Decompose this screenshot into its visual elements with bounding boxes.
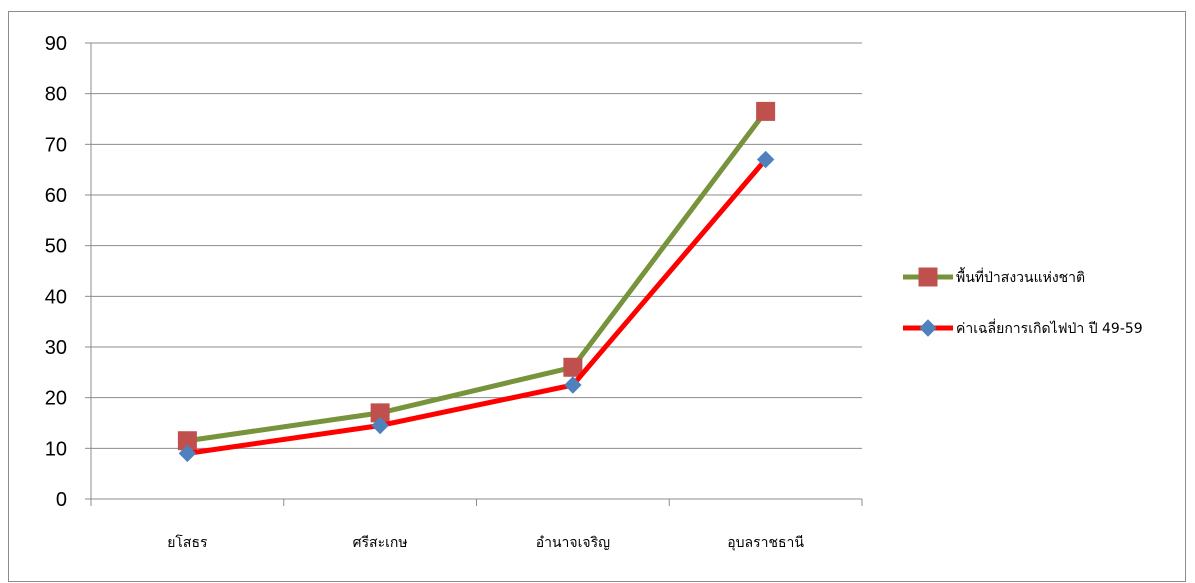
series-1	[178, 150, 775, 463]
y-tick-label: 60	[45, 185, 67, 207]
y-tick-label: 0	[56, 489, 67, 511]
legend-label: ค่าเฉลี่ยการเกิดไฟป่า ปี 49-59	[956, 319, 1143, 337]
y-tick-labels: 0 10 20 30 40 50 60 70 80 90	[45, 33, 67, 511]
data-point	[563, 357, 583, 377]
axes	[85, 42, 863, 506]
data-point	[371, 416, 389, 435]
y-tick-label: 70	[45, 134, 67, 156]
legend-entry: ค่าเฉลี่ยการเกิดไฟป่า ปี 49-59	[903, 319, 1143, 337]
x-tick-labels: ยโสธร ศรีสะเกษ อำนาจเจริญ อุบลราชธานี	[167, 534, 804, 551]
y-tick-label: 20	[45, 388, 67, 410]
data-point	[756, 101, 776, 121]
series-line	[184, 157, 769, 456]
legend-entry: พื้นที่ป่าสงวนแห่งชาติ	[903, 267, 1085, 287]
y-tick-label: 80	[45, 84, 67, 106]
y-tick-label: 10	[45, 438, 67, 460]
x-tick-label: อำนาจเจริญ	[536, 535, 610, 551]
y-tick-label: 50	[45, 236, 67, 258]
x-tick-label: ศรีสะเกษ	[353, 535, 408, 551]
legend-swatch-marker	[919, 319, 937, 337]
data-point	[756, 150, 775, 169]
legend-swatch-marker	[918, 267, 938, 287]
series	[177, 101, 776, 463]
legend-label: พื้นที่ป่าสงวนแห่งชาติ	[956, 267, 1085, 286]
legend: พื้นที่ป่าสงวนแห่งชาติค่าเฉลี่ยการเกิดไฟ…	[903, 267, 1143, 337]
x-tick-label: อุบลราชธานี	[727, 535, 804, 551]
y-tick-label: 30	[45, 337, 67, 359]
x-tick-label: ยโสธร	[167, 534, 208, 551]
series-0	[177, 101, 776, 451]
y-tick-label: 40	[45, 286, 67, 308]
data-point	[178, 444, 197, 463]
y-tick-label: 90	[45, 33, 67, 55]
data-point	[564, 376, 582, 394]
series-line	[184, 108, 769, 444]
